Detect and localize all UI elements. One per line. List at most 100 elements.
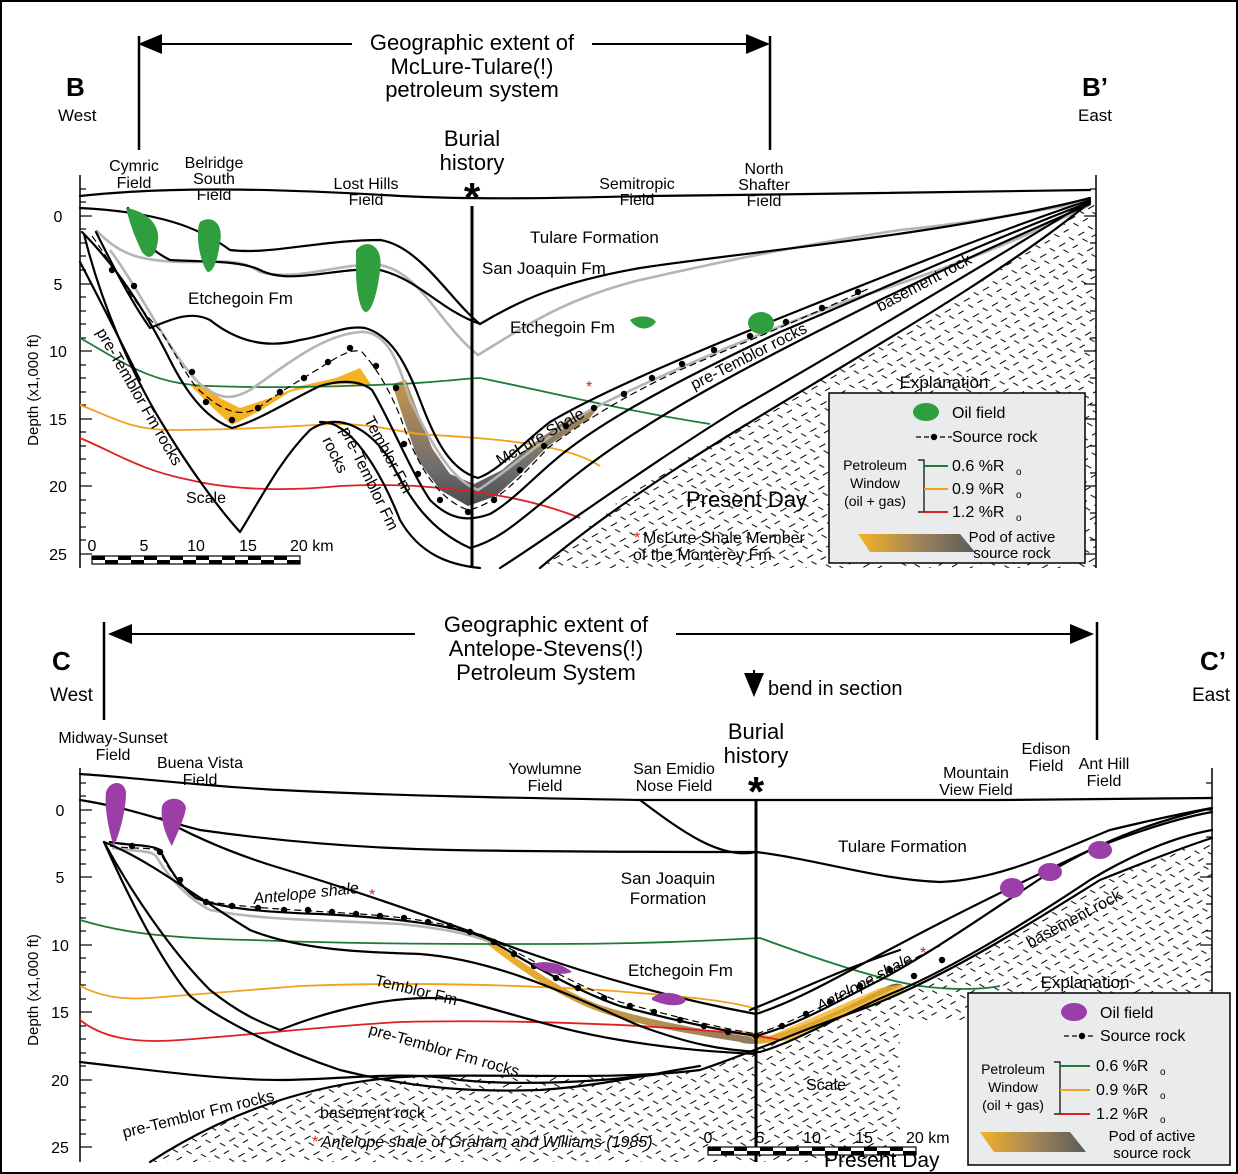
horizon-tulare-base bbox=[78, 798, 1214, 884]
y-axis-title: Depth (x1,000 ft) bbox=[25, 334, 42, 446]
footnote-text: McLure Shale Member bbox=[643, 530, 806, 547]
oil-field-mountain-view bbox=[1000, 878, 1024, 898]
oil-field-belridge-south bbox=[198, 219, 221, 272]
svg-text:o: o bbox=[1016, 467, 1022, 478]
svg-text:South: South bbox=[193, 171, 235, 188]
section-end-left: C bbox=[52, 646, 71, 676]
svg-text:o: o bbox=[1016, 490, 1022, 501]
svg-text:Nose Field: Nose Field bbox=[636, 778, 712, 795]
extent-title-1: Geographic extent of bbox=[370, 30, 575, 55]
bend-label: bend in section bbox=[768, 678, 903, 700]
scale-tick: 20 km bbox=[906, 1130, 950, 1147]
svg-text:Shafter: Shafter bbox=[738, 177, 790, 194]
unit-label: Etchegoin Fm bbox=[188, 289, 293, 308]
scale-title: Scale bbox=[806, 1077, 846, 1094]
scale-title: Scale bbox=[186, 490, 226, 507]
extent-title-2: Antelope-Stevens(!) bbox=[449, 636, 643, 661]
field-label: Buena Vista bbox=[157, 755, 243, 772]
y-tick-label: 25 bbox=[51, 1140, 69, 1157]
oil-field-midway-sunset bbox=[105, 783, 126, 846]
field-label: Ant Hill bbox=[1079, 756, 1130, 773]
ro-12-line bbox=[79, 437, 581, 519]
section-end-left: B bbox=[66, 72, 85, 102]
legend-ro-06: 0.6 %R bbox=[1096, 1058, 1148, 1075]
svg-text:Field: Field bbox=[349, 192, 384, 209]
extent-title-2: McLure-Tulare(!) bbox=[391, 54, 554, 79]
svg-text:o: o bbox=[1160, 1091, 1166, 1102]
svg-text:View Field: View Field bbox=[939, 782, 1013, 799]
oil-field-san-emidio-nose bbox=[652, 992, 686, 1006]
unit-label: Tulare Formation bbox=[838, 837, 967, 856]
svg-text:Field: Field bbox=[747, 193, 782, 210]
unit-label: pre-Temblor Fm rocks bbox=[367, 1022, 521, 1081]
source-rock-dots bbox=[108, 266, 862, 516]
svg-text:o: o bbox=[1160, 1067, 1166, 1078]
panel-b: Geographic extent of McLure-Tulare(!) pe… bbox=[25, 30, 1112, 570]
oil-field-yowlumne bbox=[532, 962, 572, 974]
svg-text:Field: Field bbox=[1087, 773, 1122, 790]
legend-title: Explanation bbox=[1041, 973, 1130, 992]
unit-label: Antelope shale bbox=[252, 880, 360, 908]
footnote-marker: * bbox=[634, 530, 640, 547]
horizon-basement-top bbox=[498, 198, 1092, 570]
legend-c: Explanation Oil field Source rock Petrol… bbox=[967, 973, 1231, 1166]
y-axis-title: Depth (x1,000 ft) bbox=[25, 934, 42, 1046]
svg-text:(oil + gas): (oil + gas) bbox=[982, 1097, 1044, 1113]
section-end-right: C’ bbox=[1200, 646, 1226, 676]
unit-label: San Joaquin Fm bbox=[482, 259, 606, 278]
horizon-temblor-base bbox=[82, 202, 1092, 550]
legend-pod-swatch bbox=[980, 1132, 1086, 1152]
legend-ro-12: 1.2 %R bbox=[952, 504, 1004, 521]
oil-field-cymric bbox=[126, 208, 159, 257]
field-label: Belridge bbox=[185, 155, 244, 172]
ro-06-line bbox=[79, 919, 1001, 990]
source-pod-east bbox=[392, 380, 600, 506]
y-tick-label: 15 bbox=[51, 1005, 69, 1022]
field-label: San Emidio bbox=[633, 761, 715, 778]
horizon-etchegoin-top bbox=[126, 206, 482, 326]
field-label: Midway-Sunset bbox=[58, 730, 168, 747]
svg-text:Field: Field bbox=[197, 187, 232, 204]
y-tick-label: 10 bbox=[51, 938, 69, 955]
scale-tick: 20 km bbox=[290, 538, 334, 555]
legend-source-label: Source rock bbox=[1100, 1028, 1186, 1045]
source-pod bbox=[488, 940, 902, 1044]
svg-text:o: o bbox=[1160, 1115, 1166, 1126]
oil-field-lost-hills bbox=[356, 244, 381, 312]
direction-east: East bbox=[1192, 685, 1231, 706]
svg-text:Window: Window bbox=[850, 475, 901, 491]
svg-text:history: history bbox=[440, 150, 505, 175]
legend-ro-09: 0.9 %R bbox=[1096, 1082, 1148, 1099]
scale-tick: 5 bbox=[140, 538, 149, 555]
burial-history-label: Burial bbox=[728, 719, 784, 744]
svg-text:Field: Field bbox=[117, 175, 152, 192]
burial-history-marker: * bbox=[748, 768, 765, 815]
horizon-monterey-base bbox=[102, 828, 1214, 1054]
field-label: Cymric bbox=[109, 158, 159, 175]
direction-west: West bbox=[50, 685, 94, 706]
field-label: Mountain bbox=[943, 765, 1009, 782]
footnote-marker: * bbox=[586, 379, 592, 396]
source-pod-west bbox=[190, 368, 372, 425]
oil-fields-b bbox=[126, 208, 774, 334]
scale-tick: 15 bbox=[239, 538, 257, 555]
scale-tick: 10 bbox=[803, 1130, 821, 1147]
footnote-text: Antelope shale of Graham and Williams (1… bbox=[320, 1134, 653, 1151]
present-day-label: Present Day bbox=[824, 1149, 940, 1172]
field-label: Edison bbox=[1022, 741, 1071, 758]
horizon-basement-inner bbox=[538, 200, 1092, 570]
scale-tick: 0 bbox=[704, 1130, 713, 1147]
field-label: Semitropic bbox=[599, 176, 675, 193]
ro-06-line bbox=[79, 337, 711, 425]
scale-bar bbox=[707, 1146, 917, 1156]
horizon-source-base bbox=[80, 200, 1092, 520]
y-tick-label: 20 bbox=[51, 1073, 69, 1090]
y-tick-label: 0 bbox=[56, 803, 65, 820]
source-rock-dots bbox=[128, 842, 946, 1040]
y-tick-label: 25 bbox=[49, 547, 67, 564]
unit-label: Temblor Fm bbox=[373, 972, 459, 1009]
unit-label: McLure Shale bbox=[494, 405, 588, 469]
y-tick-label: 15 bbox=[49, 412, 67, 429]
svg-text:Field: Field bbox=[96, 747, 131, 764]
